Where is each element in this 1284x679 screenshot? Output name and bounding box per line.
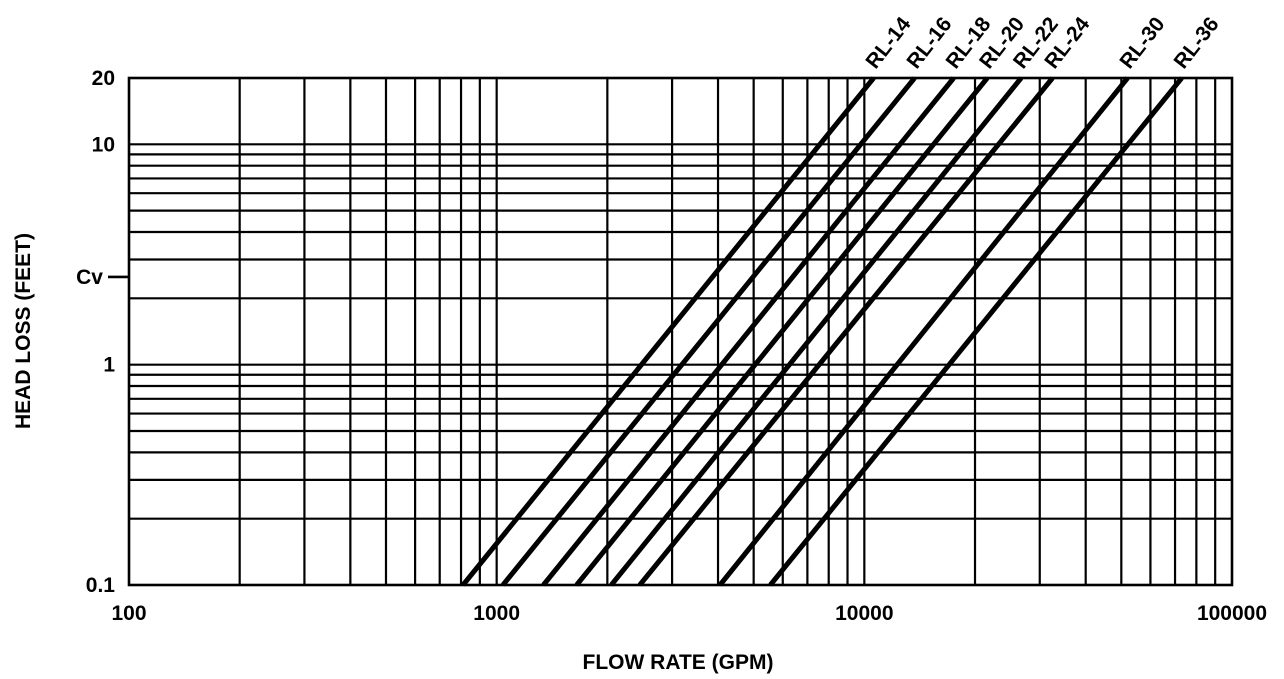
y-tick-label: 1 [103, 354, 115, 377]
series-line-rl-16 [500, 76, 917, 587]
series-label-rl-30: RL-30 [1115, 13, 1169, 73]
y-tick-label: 20 [92, 67, 115, 90]
series-line-rl-22 [609, 76, 1024, 587]
series-line-rl-24 [637, 76, 1055, 587]
series-line-rl-18 [541, 76, 956, 587]
x-axis-label: FLOW RATE (GPM) [583, 651, 774, 674]
y-tick-label: 0.1 [86, 574, 116, 597]
y-tick-label: 10 [92, 133, 115, 156]
x-tick-label: 100 [111, 602, 146, 625]
x-tick-label: 10000 [835, 602, 893, 625]
cv-annotation: Cv [76, 266, 129, 289]
series-line-rl-14 [461, 76, 876, 587]
x-tick-label: 1000 [473, 602, 520, 625]
plot-frame [127, 76, 1234, 587]
series-line-rl-30 [718, 76, 1130, 587]
y-tick-labels: 0.1 1 10 20 [86, 67, 116, 597]
y-axis-label: HEAD LOSS (FEET) [12, 233, 35, 429]
x-tick-label: 100000 [1197, 602, 1267, 625]
series-label-rl-36: RL-36 [1170, 13, 1224, 73]
x-tick-labels: 100 1000 10000 100000 [111, 602, 1267, 625]
plot-border [127, 76, 1234, 587]
cv-label: Cv [76, 266, 103, 289]
series-line-rl-36 [768, 76, 1184, 587]
series-line-rl-20 [574, 76, 990, 587]
series-lines [461, 76, 1184, 587]
